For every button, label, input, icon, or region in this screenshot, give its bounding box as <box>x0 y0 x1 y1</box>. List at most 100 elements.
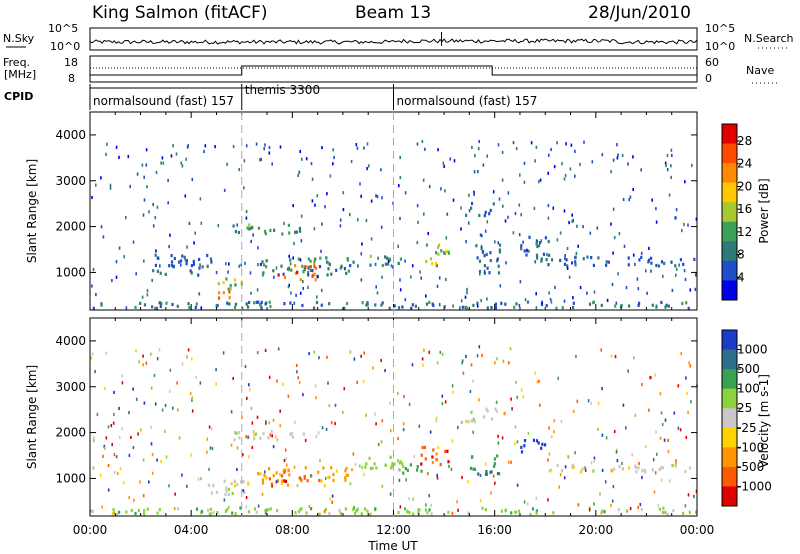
range-cell <box>342 410 344 415</box>
range-cell <box>227 270 229 274</box>
range-cell <box>321 222 323 226</box>
range-cell <box>636 277 639 281</box>
range-cell <box>300 239 303 243</box>
range-cell <box>245 216 248 220</box>
range-cell <box>261 492 264 496</box>
range-cell <box>289 432 292 436</box>
range-cell <box>452 390 454 394</box>
range-cell <box>384 262 387 266</box>
range-cell <box>255 510 258 514</box>
range-cell <box>616 156 619 160</box>
range-cell <box>657 503 660 507</box>
range-cell <box>297 509 301 514</box>
range-cell <box>181 254 184 258</box>
range-cell <box>600 511 603 515</box>
range-cell <box>210 427 213 431</box>
range-cell <box>675 208 678 212</box>
range-cell <box>416 241 419 245</box>
range-cell <box>105 436 108 440</box>
range-cell <box>480 299 482 303</box>
colorbar-swatch <box>722 486 737 507</box>
range-cell <box>172 144 174 148</box>
range-cell <box>435 458 438 462</box>
range-cell <box>233 278 237 282</box>
range-cell <box>442 161 445 165</box>
range-cell <box>279 145 282 149</box>
range-cell <box>434 262 438 266</box>
range-cell <box>435 251 438 255</box>
range-cell <box>110 424 113 428</box>
range-cell <box>132 387 134 391</box>
range-cell <box>287 223 290 227</box>
range-cell <box>228 262 230 266</box>
range-cell <box>200 306 203 310</box>
range-cell <box>310 507 313 511</box>
range-cell <box>154 253 157 257</box>
range-cell <box>666 153 669 158</box>
range-cell <box>168 245 170 249</box>
range-cell <box>493 457 496 461</box>
range-cell <box>178 260 181 264</box>
nsearch-label: N.Search <box>744 32 794 45</box>
range-cell <box>445 277 447 282</box>
range-cell <box>499 284 502 288</box>
range-cell <box>109 183 112 187</box>
range-cell <box>494 407 497 411</box>
range-cell <box>647 258 651 262</box>
range-cell <box>612 207 615 211</box>
range-cell <box>489 251 492 255</box>
range-cell <box>233 484 236 488</box>
range-cell <box>650 261 653 265</box>
range-cell <box>655 263 658 268</box>
range-cell <box>271 434 273 438</box>
range-cell <box>435 416 438 420</box>
range-cell <box>263 263 266 267</box>
range-cell <box>610 222 612 226</box>
range-cell <box>483 271 486 275</box>
range-cell <box>128 495 130 500</box>
range-cell <box>137 432 139 436</box>
range-cell <box>186 245 188 249</box>
range-cell <box>210 260 213 264</box>
range-cell <box>292 256 294 260</box>
range-cell <box>125 510 128 514</box>
range-cell <box>211 447 214 451</box>
range-cell <box>344 478 347 482</box>
range-cell <box>301 157 303 161</box>
colorbar-swatch <box>722 221 737 242</box>
range-cell <box>558 485 560 489</box>
range-cell <box>668 193 671 197</box>
range-cell <box>125 216 127 220</box>
range-cell <box>397 244 399 248</box>
freq-panel-frame <box>89 55 698 83</box>
range-cell <box>406 509 409 513</box>
range-cell <box>496 357 498 361</box>
nave-tick-top: 60 <box>705 56 719 69</box>
range-cell <box>170 260 174 264</box>
range-cell <box>143 259 145 263</box>
range-cell <box>279 473 282 477</box>
range-cell <box>142 458 145 462</box>
range-cell <box>550 435 553 439</box>
range-cell <box>435 419 437 423</box>
range-cell <box>118 406 120 411</box>
freq-unit-label: [MHz] <box>4 68 36 81</box>
range-cell <box>381 301 384 305</box>
range-cell <box>321 146 323 150</box>
range-cell <box>159 264 161 268</box>
range-cell <box>101 505 103 509</box>
range-cell <box>535 511 538 515</box>
range-cell <box>601 509 604 513</box>
range-cell <box>523 500 526 504</box>
range-cell <box>178 436 181 440</box>
range-cell <box>632 187 634 192</box>
range-cell <box>155 170 158 174</box>
range-cell <box>277 347 280 351</box>
colorbar-swatch <box>722 241 737 262</box>
range-cell <box>328 511 331 516</box>
range-cell <box>143 198 146 202</box>
range-cell <box>288 266 290 270</box>
range-cell <box>313 350 315 354</box>
range-cell <box>684 470 687 474</box>
range-cell <box>685 301 688 305</box>
